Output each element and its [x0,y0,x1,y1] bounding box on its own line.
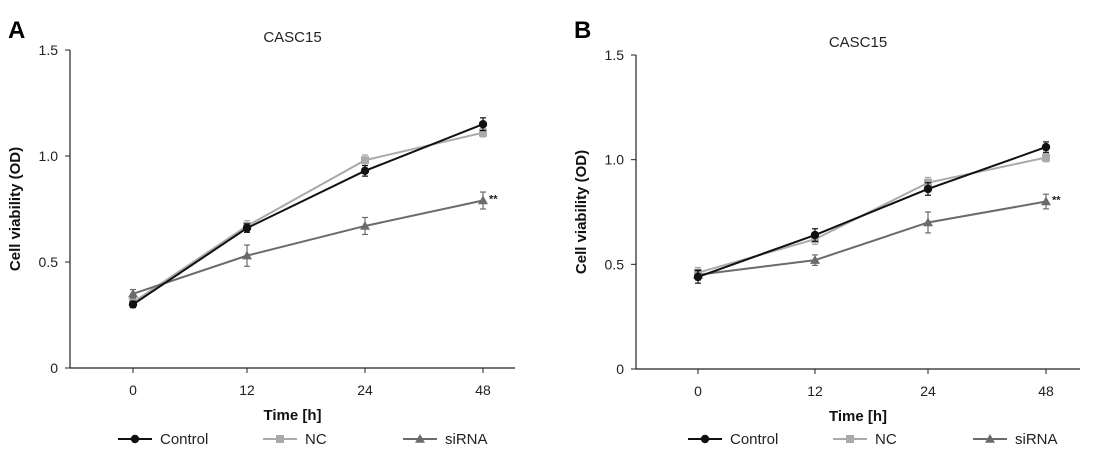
legend-label: siRNA [445,431,488,448]
x-tick-label: 12 [807,383,823,399]
data-point-sirna [242,250,252,260]
data-point-sirna [810,255,820,264]
x-tick-label: 24 [920,383,936,399]
x-tick-label: 24 [357,382,373,398]
legend-label: Control [730,431,778,448]
legend-item-nc: NC [263,431,327,448]
chart-title: CASC15 [829,34,887,51]
x-axis-title: Time [h] [263,407,321,424]
panel-label: B [574,17,591,44]
y-tick-label: 0 [616,361,624,377]
series-line-nc [697,156,1047,274]
y-tick-label: 1.0 [39,148,59,164]
data-point-sirna [923,217,933,227]
chart-title: CASC15 [263,29,321,46]
y-tick-label: 1.5 [605,47,625,63]
series-line-sirna [132,199,484,295]
series-nc [129,127,487,308]
y-axis-title: Cell viability (OD) [573,150,590,274]
data-point-sirna [478,195,488,205]
legend-item-control: Control [118,431,208,448]
series-control [128,117,488,309]
legend: Control NC siRNA [688,431,1058,448]
legend-label: siRNA [1015,431,1058,448]
legend-item-nc: NC [833,431,897,448]
data-point-sirna [360,220,370,230]
series-control [693,141,1051,284]
y-tick-label: 0.5 [605,256,625,272]
data-point-nc [1042,153,1050,162]
x-tick-label: 12 [239,382,255,398]
series-line-control [697,146,1047,278]
legend-item-control: Control [688,431,778,448]
chart-panel-a: A CASC15 0 0.5 1.0 1.5 0 12 24 48 Time [h] Cell via… [7,17,515,448]
series-sirna [128,191,488,299]
data-point-control [810,230,820,240]
x-tick-label: 48 [475,382,491,398]
legend-marker [985,434,995,443]
series-line-sirna [697,200,1047,276]
data-point-sirna [128,288,138,298]
y-tick-label: 1.0 [605,152,625,168]
data-point-control [360,166,370,176]
y-tick-label: 0.5 [39,254,59,270]
data-point-control [1041,142,1051,152]
x-tick-label: 0 [694,383,702,399]
legend-label: Control [160,431,208,448]
legend-marker [276,435,284,443]
legend-marker [130,434,140,444]
x-axis-title: Time [h] [829,408,887,425]
data-point-control [128,300,138,309]
chart-panel-b: B CASC15 0 0.5 1.0 1.5 0 12 24 48 Time [h] Cell via… [573,17,1080,448]
legend: Control NC siRNA [118,431,488,448]
legend-item-sirna: siRNA [973,431,1058,448]
significance-label: ** [1052,195,1061,207]
data-point-nc [479,128,487,137]
y-tick-label: 1.5 [39,42,59,58]
data-point-control [478,120,488,129]
significance-label: ** [489,194,498,206]
series-sirna [693,193,1051,281]
data-point-sirna [1041,196,1051,206]
data-point-nc [361,156,369,165]
legend-marker [846,435,854,443]
legend-label: NC [875,431,897,448]
x-tick-label: 0 [129,382,137,398]
legend-label: NC [305,431,327,448]
legend-item-sirna: siRNA [403,431,488,448]
legend-marker [415,434,425,443]
y-axis-title: Cell viability (OD) [7,147,24,271]
x-tick-label: 48 [1038,383,1054,399]
panel-label: A [8,17,25,44]
data-point-control [693,272,703,282]
legend-marker [700,434,710,444]
data-point-control [242,223,252,233]
data-point-control [923,184,933,194]
series-line-control [132,123,484,306]
y-tick-label: 0 [50,360,58,376]
